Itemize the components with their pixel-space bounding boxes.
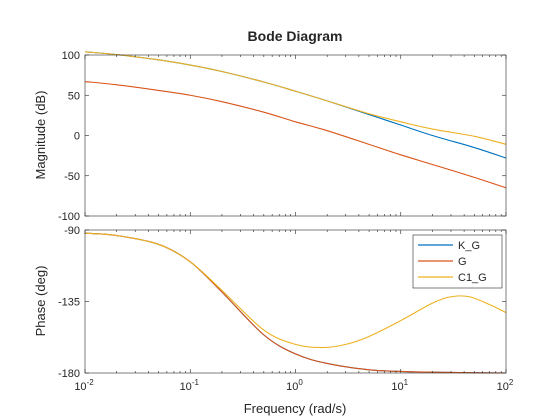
- magnitude-ylabel: Magnitude (dB): [33, 91, 48, 180]
- phase-series-line-c1_g: [84, 232, 507, 349]
- mag-ytick-label: 50: [68, 90, 80, 102]
- mag-ytick-label: -50: [64, 171, 80, 183]
- phase-ytick-label: -90: [64, 225, 80, 237]
- legend-label-c1_g: C1_G: [458, 272, 487, 284]
- frequency-xlabel: Frequency (rad/s): [244, 401, 347, 416]
- mag-series-line-g: [84, 81, 507, 189]
- legend-label-k_g: K_G: [458, 240, 480, 252]
- phase-ytick-label: -180: [58, 368, 80, 380]
- mag-ytick-label: -100: [58, 211, 80, 223]
- magnitude-series: [84, 51, 507, 189]
- phase-ylabel: Phase (deg): [33, 266, 48, 337]
- phase-series: [84, 232, 507, 374]
- legend-label-g: G: [458, 256, 467, 268]
- magnitude-plot-area: [85, 55, 506, 216]
- xtick-label: 102: [497, 378, 514, 393]
- mag-ytick-label: 100: [62, 50, 80, 62]
- xtick-label: 10-1: [180, 378, 200, 393]
- xtick-label: 101: [391, 378, 408, 393]
- chart-title: Bode Diagram: [248, 28, 343, 44]
- xtick-label: 10-2: [74, 378, 94, 393]
- mag-series-line-c1_g: [84, 51, 507, 145]
- legend: K_G G C1_G: [412, 234, 503, 289]
- xtick-label: 100: [286, 378, 303, 393]
- magnitude-axes: 100 50 0 -50 -100: [58, 50, 507, 223]
- mag-ytick-label: 0: [74, 131, 80, 143]
- phase-ytick-label: -135: [58, 297, 80, 309]
